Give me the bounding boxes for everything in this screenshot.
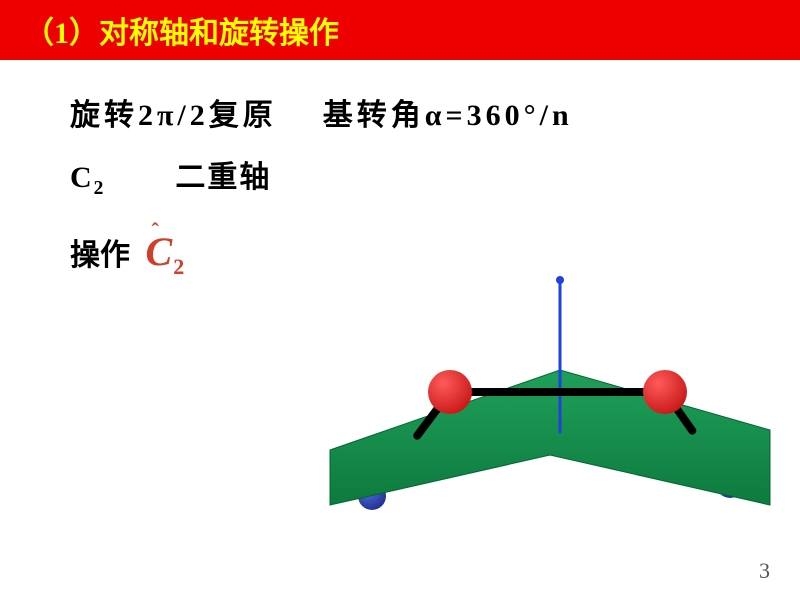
header-bar: （1）对称轴和旋转操作 (0, 0, 800, 60)
atom-red-right (643, 370, 687, 414)
line-1: 旋转2π/2复原 基转角α=360°/n (70, 90, 800, 134)
molecule-diagram (300, 260, 780, 560)
header-title: （1）对称轴和旋转操作 (24, 8, 339, 52)
line-1b: 基转角α=360°/n (323, 99, 573, 132)
line-1a: 旋转2π/2复原 (70, 99, 277, 132)
op-sub: 2 (173, 254, 184, 279)
op-label: 操作 (70, 239, 130, 272)
c2-symbol: C2 (70, 161, 105, 194)
axis-top-marker (556, 276, 564, 284)
page-number: 3 (759, 558, 770, 584)
c2-operator: ˆC2 (146, 228, 185, 280)
content-area: 旋转2π/2复原 基转角α=360°/n C2 二重轴 操作 ˆC2 (0, 60, 800, 280)
atom-red-left (428, 370, 472, 414)
hat-accent: ˆ (152, 218, 159, 244)
c2-desc: 二重轴 (175, 161, 271, 194)
diagram-svg (300, 260, 780, 560)
line-2: C2 二重轴 (70, 152, 800, 200)
